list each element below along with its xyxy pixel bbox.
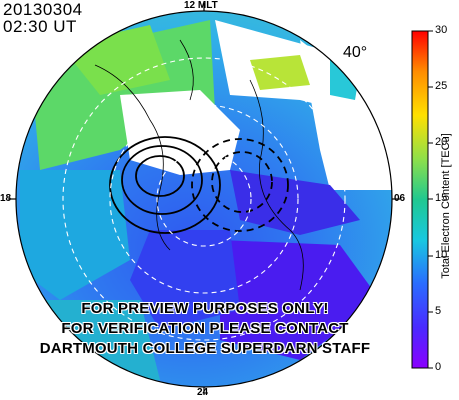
colorbar-label: Total Electron Content [TECu] <box>440 133 452 279</box>
mlt-label-top: 12 MLT <box>184 0 218 11</box>
mlt-label-bottom: 24 <box>197 387 209 398</box>
colorbar-tick: 5 <box>435 305 442 317</box>
colorbar-ticks <box>428 30 433 369</box>
colorbar-tick: 10 <box>435 249 448 261</box>
colorbar-tick: 25 <box>435 80 448 92</box>
colorbar-tick: 20 <box>435 136 448 148</box>
mlt-label-left: 18 <box>0 193 12 204</box>
convection-contours <box>109 136 289 234</box>
mlt-label-right: 06 <box>394 193 406 204</box>
colorbar-tick: 30 <box>435 24 448 36</box>
time-label: 02:30 UT <box>3 17 77 36</box>
latitude-label: 40° <box>343 44 368 61</box>
date-label: 20130304 <box>3 0 83 19</box>
colorbar-tick: 15 <box>435 192 448 204</box>
watermark-line-2: FOR VERIFICATION PLEASE CONTACT <box>61 320 349 337</box>
watermark-line-3: DARTMOUTH COLLEGE SUPERDARN STAFF <box>39 340 371 357</box>
mlt-ticks <box>8 3 400 395</box>
watermark-line-1: FOR PREVIEW PURPOSES ONLY! <box>81 300 329 317</box>
latitude-grid <box>62 57 346 341</box>
colorbar <box>412 31 428 368</box>
colorbar-tick: 0 <box>435 361 442 373</box>
